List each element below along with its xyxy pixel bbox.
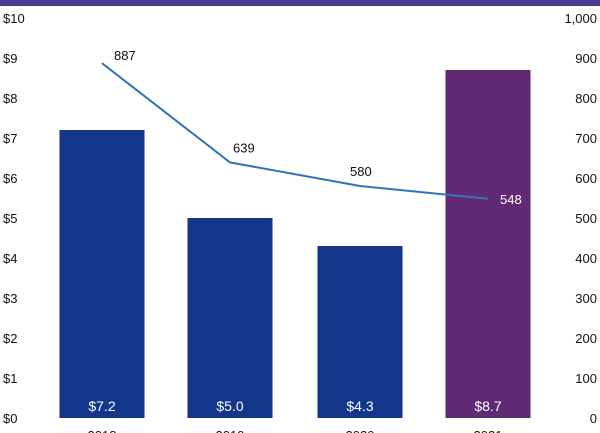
left-axis-tick: $3 bbox=[3, 291, 17, 306]
left-axis-tick: $8 bbox=[3, 91, 17, 106]
right-axis-tick: 400 bbox=[575, 251, 597, 266]
bar-label: $5.0 bbox=[216, 398, 243, 414]
left-axis-tick: $6 bbox=[3, 171, 17, 186]
line-label: 548 bbox=[500, 192, 522, 207]
bar-label: $4.3 bbox=[346, 398, 373, 414]
right-axis-tick: 1,000 bbox=[564, 11, 597, 26]
header-bar bbox=[0, 0, 600, 6]
bar-label: $7.2 bbox=[88, 398, 115, 414]
left-axis-tick: $2 bbox=[3, 331, 17, 346]
line-label: 580 bbox=[350, 164, 372, 179]
right-axis-tick: 200 bbox=[575, 331, 597, 346]
right-axis-tick: 300 bbox=[575, 291, 597, 306]
category-label: 2021 bbox=[474, 428, 503, 433]
category-label: 2019 bbox=[216, 428, 245, 433]
right-axis-tick: 600 bbox=[575, 171, 597, 186]
left-axis-tick: $7 bbox=[3, 131, 17, 146]
bar-2018 bbox=[59, 130, 145, 418]
right-axis-tick: 0 bbox=[590, 411, 597, 426]
left-axis-tick: $10 bbox=[3, 11, 25, 26]
right-axis-tick: 900 bbox=[575, 51, 597, 66]
left-axis-tick: $9 bbox=[3, 51, 17, 66]
line-label: 887 bbox=[114, 48, 136, 63]
bar-2020 bbox=[317, 246, 403, 418]
left-axis-tick: $4 bbox=[3, 251, 17, 266]
line-series bbox=[101, 62, 489, 200]
right-axis-tick: 500 bbox=[575, 211, 597, 226]
right-axis-tick: 800 bbox=[575, 91, 597, 106]
line-label: 639 bbox=[233, 140, 255, 155]
bar-label: $8.7 bbox=[474, 398, 501, 414]
bar-2021 bbox=[445, 70, 531, 418]
bar-2019 bbox=[187, 218, 273, 418]
left-axis-tick: $1 bbox=[3, 371, 17, 386]
category-label: 2020 bbox=[346, 428, 375, 433]
right-axis-tick: 700 bbox=[575, 131, 597, 146]
left-axis-tick: $5 bbox=[3, 211, 17, 226]
category-label: 2018 bbox=[88, 428, 117, 433]
right-axis-tick: 100 bbox=[575, 371, 597, 386]
left-axis-tick: $0 bbox=[3, 411, 17, 426]
